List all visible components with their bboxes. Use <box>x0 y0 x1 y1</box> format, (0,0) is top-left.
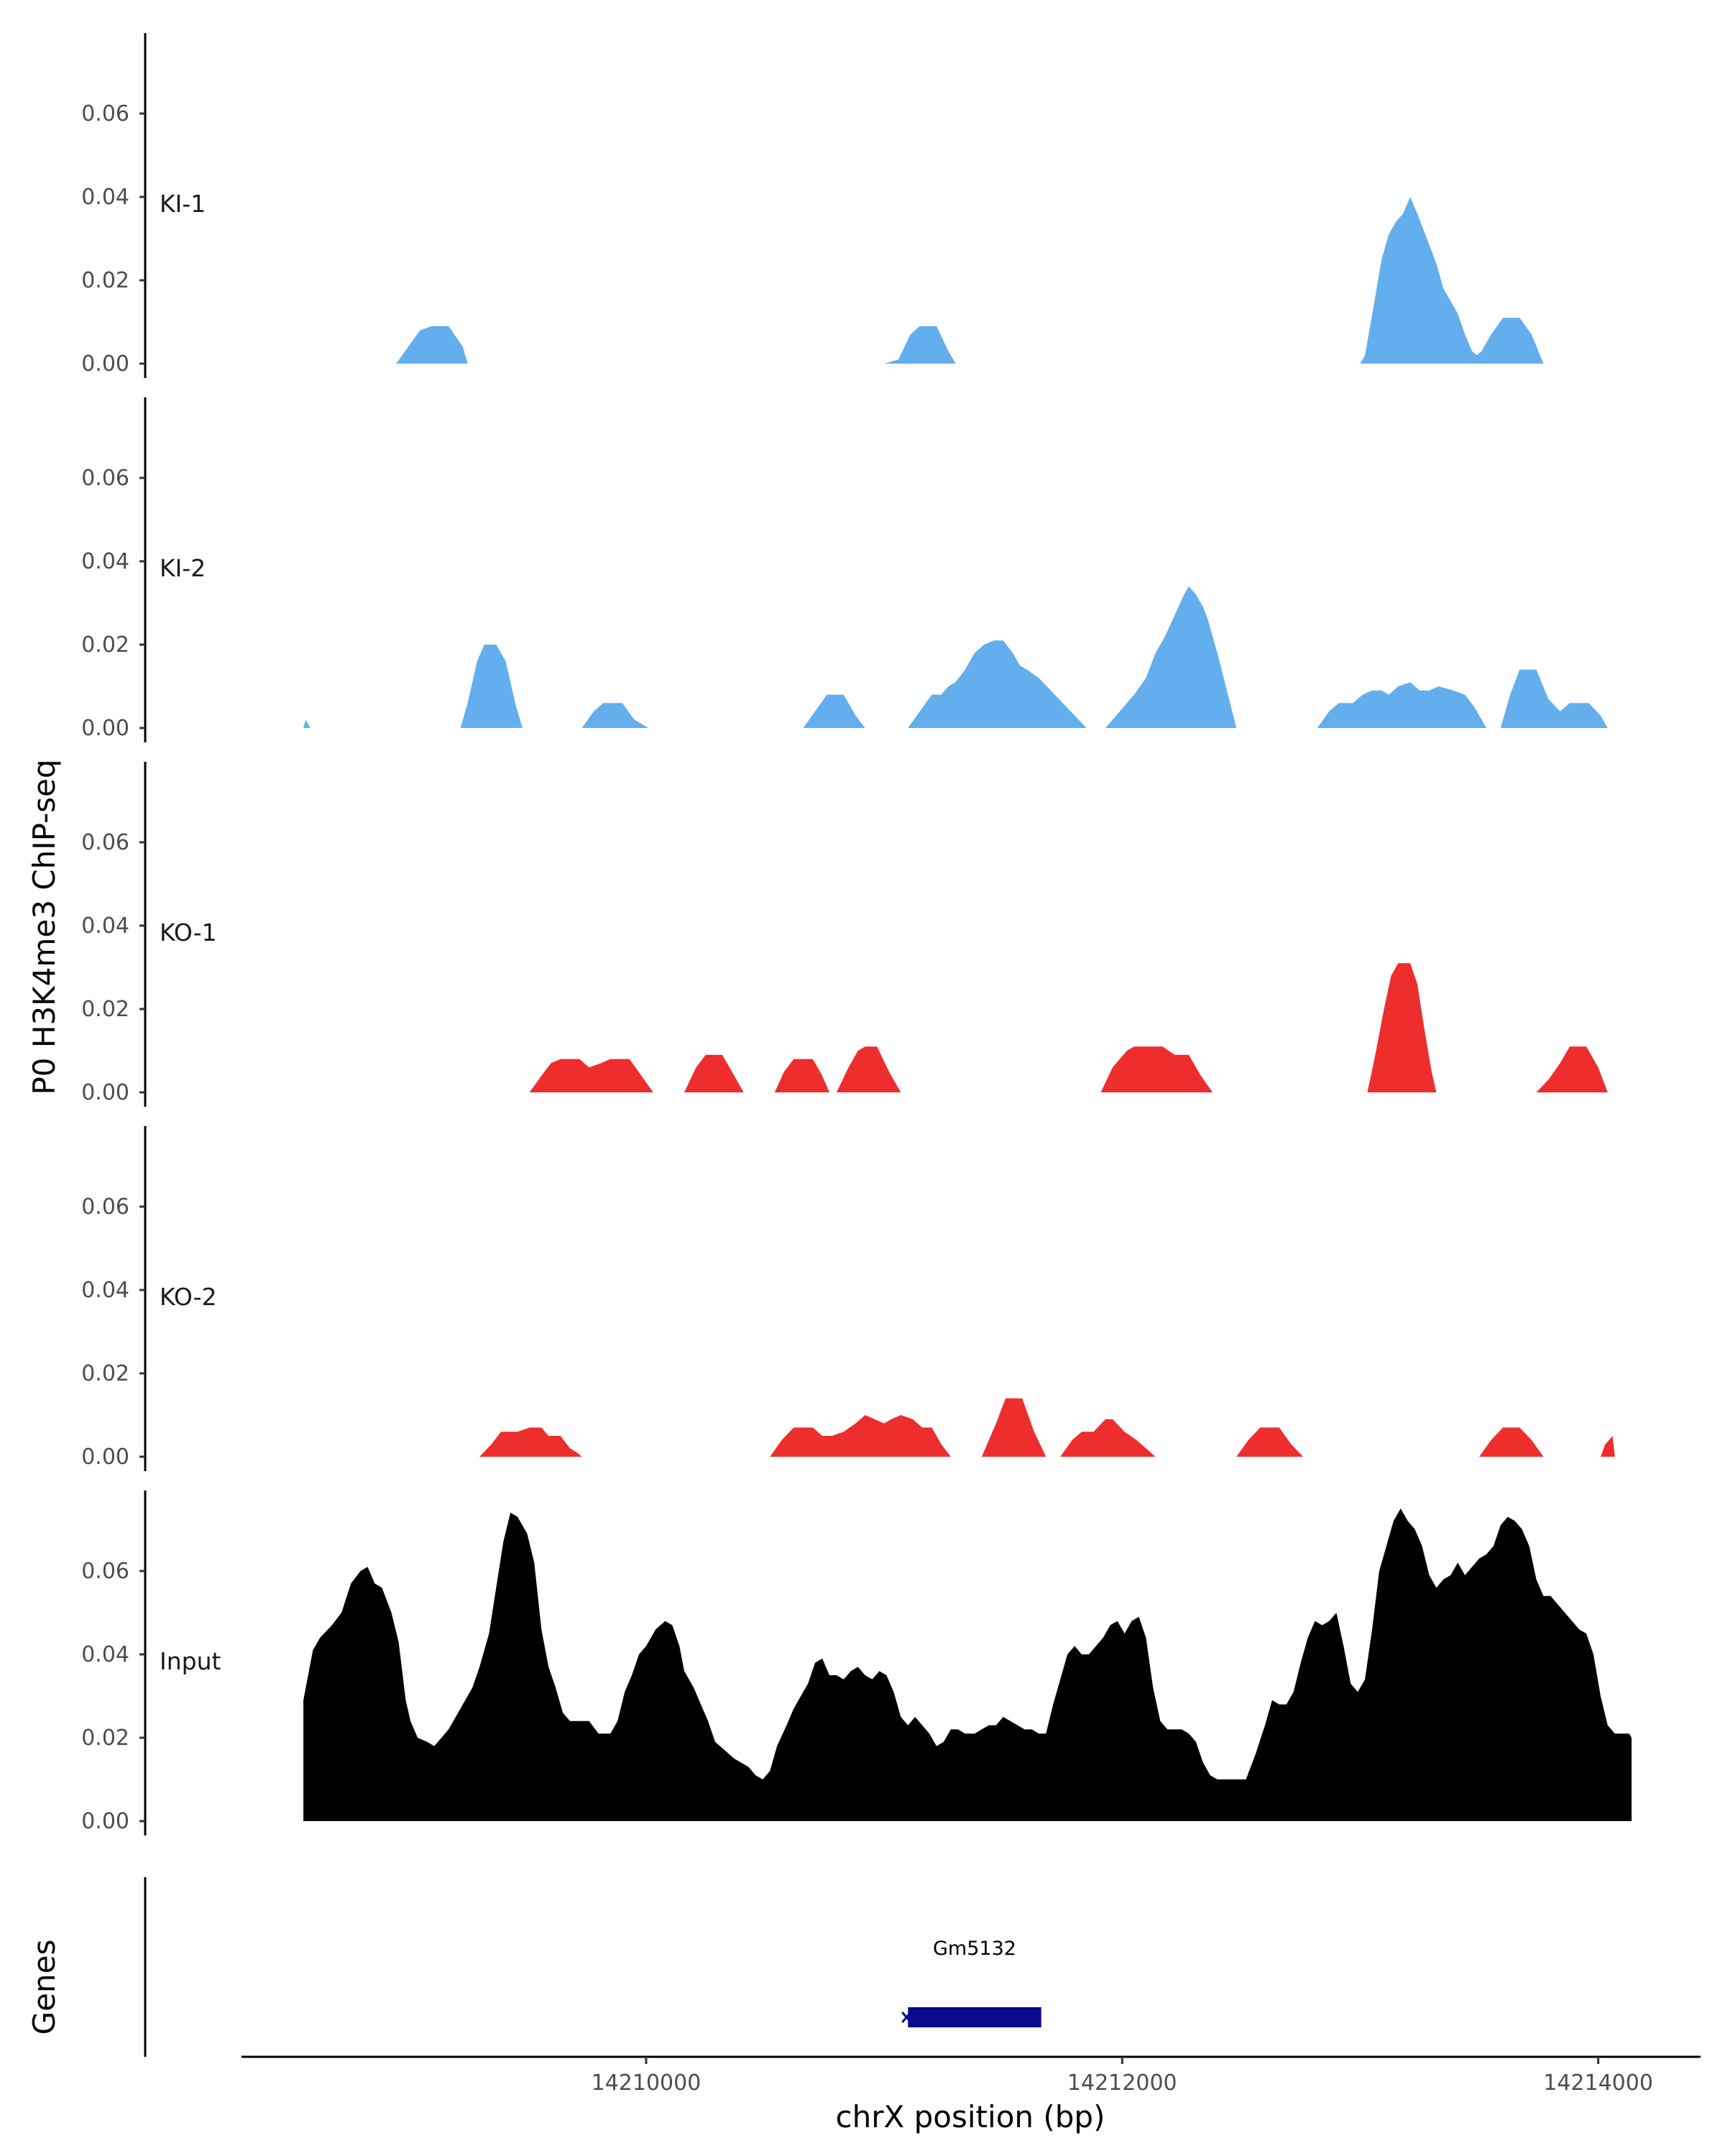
track-ko-2-peak <box>981 1398 1046 1457</box>
y-axis-title: P0 H3K4me3 ChIP-seq <box>27 759 62 1095</box>
x-tick-label: 14212000 <box>1067 2070 1177 2096</box>
track-ko-2-peak <box>479 1427 582 1457</box>
track-ko-1-peak <box>1100 1046 1213 1092</box>
track-input-y-tick-label: 0.04 <box>81 1642 129 1667</box>
track-ki-1-y-tick-label: 0.06 <box>81 101 129 126</box>
track-ko-1-peak <box>684 1054 744 1092</box>
track-ko-1-label: KO-1 <box>160 918 217 946</box>
track-input-label: Input <box>160 1647 221 1675</box>
x-axis-title: chrX position (bp) <box>836 2099 1105 2134</box>
track-input-peak <box>303 1508 1632 1821</box>
track-ki-1-y-tick-label: 0.04 <box>81 185 129 210</box>
track-ki-2: 0.00 0.02 0.04 0.06 KI-2 <box>81 397 1608 742</box>
track-ko-2-peak <box>1479 1427 1544 1457</box>
track-ko-2: 0.00 0.02 0.04 0.06 KO-2 <box>81 1126 1615 1471</box>
track-ko-1-y-tick-label: 0.00 <box>81 1080 129 1105</box>
track-input-y-tick-label: 0.06 <box>81 1559 129 1584</box>
track-ki-1-peak <box>884 326 956 364</box>
track-ki-1-label: KI-1 <box>160 190 206 218</box>
track-ki-1: 0.00 0.02 0.04 0.06 KI-1 <box>81 33 1544 378</box>
track-ki-2-peak <box>1317 682 1486 728</box>
tracks-layer: 0.00 0.02 0.04 0.06 KI-1 0.00 0.02 0.04 0.06 KI-2… <box>81 33 1632 1835</box>
gene-label-gm5132: Gm5132 <box>933 1938 1016 1960</box>
track-ki-2-y-tick-label: 0.02 <box>81 632 129 658</box>
track-ko-2-peak <box>770 1415 951 1457</box>
track-ki-2-peak <box>908 640 1087 728</box>
genes-track-title: Genes <box>27 1940 62 2035</box>
track-ko-1-y-tick-label: 0.04 <box>81 913 129 939</box>
track-ki-1-peak <box>1360 197 1544 364</box>
track-ko-1-peak <box>1536 1046 1608 1092</box>
track-ki-1-y-tick-label: 0.02 <box>81 268 129 293</box>
track-ki-2-y-tick-label: 0.04 <box>81 549 129 574</box>
track-ko-1-peak <box>774 1059 829 1092</box>
track-ki-2-peak <box>460 645 523 728</box>
track-ko-2-peak <box>1236 1427 1303 1457</box>
track-ko-2-y-tick-label: 0.06 <box>81 1194 129 1220</box>
track-ko-1-y-tick-label: 0.02 <box>81 997 129 1022</box>
track-ki-2-peak <box>303 719 310 728</box>
gene-strand-mark <box>901 2012 912 2023</box>
track-ko-1-peak <box>529 1059 653 1092</box>
track-ki-2-y-tick-label: 0.00 <box>81 716 129 741</box>
track-ko-2-y-tick-label: 0.00 <box>81 1445 129 1470</box>
track-ki-1-y-tick-label: 0.00 <box>81 351 129 377</box>
track-ko-1-y-tick-label: 0.06 <box>81 830 129 855</box>
track-input-y-tick-label: 0.02 <box>81 1726 129 1751</box>
track-input: 0.00 0.02 0.04 0.06 Input <box>81 1491 1632 1835</box>
track-ko-2-y-tick-label: 0.04 <box>81 1278 129 1303</box>
x-tick-label: 14214000 <box>1543 2070 1653 2096</box>
gene-body-gm5132 <box>908 2007 1041 2027</box>
track-ki-1-peak <box>396 326 468 364</box>
track-input-y-tick-label: 0.00 <box>81 1809 129 1834</box>
x-tick-label: 14210000 <box>592 2070 702 2096</box>
track-ko-1: 0.00 0.02 0.04 0.06 KO-1 <box>81 762 1608 1107</box>
track-ki-2-peak <box>1105 586 1237 728</box>
track-ki-2-peak <box>1500 669 1608 728</box>
track-ko-2-y-tick-label: 0.02 <box>81 1361 129 1386</box>
track-ko-1-peak <box>1367 963 1437 1092</box>
x-axis: chrX position (bp) 14210000 14212000 14214… <box>242 2055 1701 2134</box>
track-ki-2-peak <box>803 694 865 728</box>
track-ki-2-peak <box>581 703 649 728</box>
track-ko-2-peak <box>1600 1436 1615 1457</box>
track-ko-1-peak <box>836 1046 901 1092</box>
genes-track: Genes Gm5132 <box>27 1877 1041 2057</box>
track-ko-2-label: KO-2 <box>160 1283 217 1311</box>
track-ko-2-peak <box>1060 1419 1156 1457</box>
track-ki-2-label: KI-2 <box>160 554 206 582</box>
track-ki-2-y-tick-label: 0.06 <box>81 466 129 491</box>
